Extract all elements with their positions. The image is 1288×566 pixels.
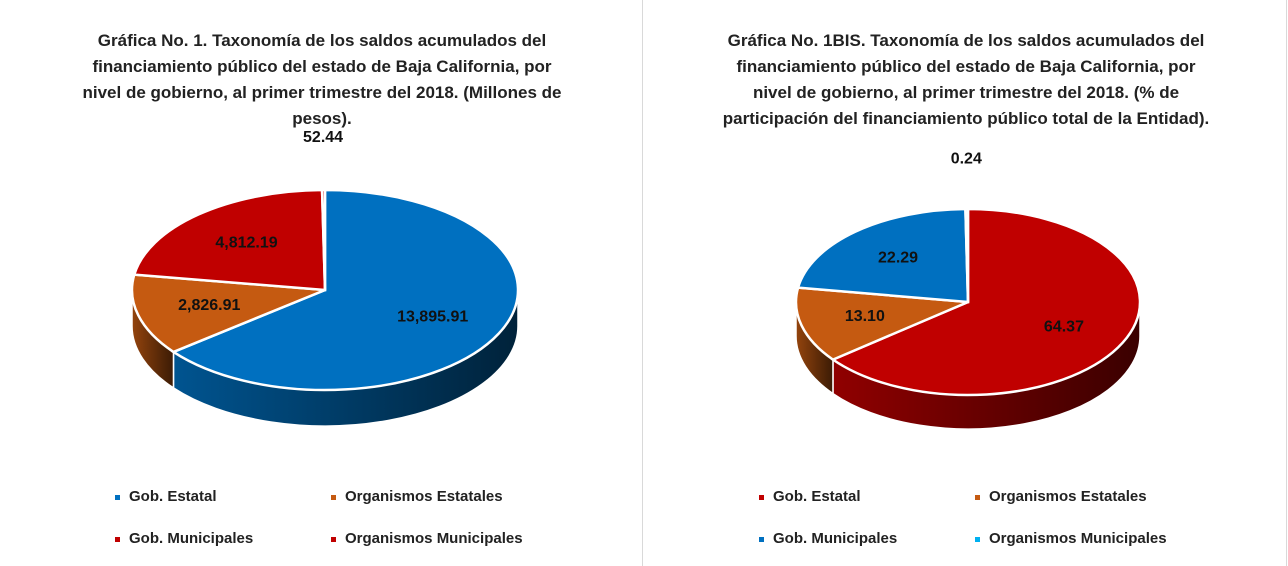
- data-label: 13,895.91: [397, 308, 468, 325]
- chart-panel: Gráfica No. 1BIS. Taxonomía de los saldo…: [644, 0, 1287, 566]
- chart-panel: Gráfica No. 1. Taxonomía de los saldos a…: [0, 0, 643, 566]
- pie-slice: [130, 273, 326, 354]
- legend-swatch: [115, 494, 120, 500]
- legend-label: Gob. Municipales: [129, 530, 254, 547]
- legend-item: Gob. Estatal: [115, 488, 217, 505]
- pie-slice: [320, 188, 327, 291]
- legend-label: Organismos Municipales: [345, 530, 523, 547]
- legend-item: Organismos Estatales: [975, 488, 1147, 505]
- legend-item: Gob. Municipales: [115, 530, 253, 547]
- legend-label: Gob. Estatal: [129, 488, 217, 505]
- legend-item: Organismos Municipales: [331, 530, 523, 547]
- data-label: 22.29: [878, 250, 918, 267]
- legend-label: Gob. Municipales: [773, 530, 898, 547]
- legend-item: Gob. Municipales: [759, 530, 897, 547]
- legend-swatch: [975, 494, 980, 500]
- pie-slice: [132, 188, 327, 292]
- legend-item: Gob. Estatal: [759, 488, 861, 505]
- legend-swatch: [331, 536, 336, 542]
- legend-label: Organismos Municipales: [989, 530, 1167, 547]
- legend-swatch: [331, 494, 336, 500]
- pie-slice: [796, 207, 970, 304]
- pie-slice: [830, 207, 1142, 397]
- pie-chart: 13,895.91 2,826.91 4,812.19 52.44: [130, 129, 520, 427]
- pie-slice: [964, 207, 970, 303]
- data-label: 4,812.19: [215, 234, 277, 251]
- legend-label: Organismos Estatales: [345, 488, 503, 505]
- legend-label: Organismos Estatales: [989, 488, 1147, 505]
- data-label: 2,826.91: [178, 297, 240, 314]
- legend-label: Gob. Estatal: [773, 488, 861, 505]
- pie-slice: [170, 188, 520, 392]
- data-label: 0.24: [951, 150, 982, 167]
- data-label: 13.10: [845, 308, 885, 325]
- legend-item: Organismos Estatales: [331, 488, 503, 505]
- data-label: 64.37: [1044, 318, 1084, 335]
- chart-title: Gráfica No. 1BIS. Taxonomía de los saldo…: [722, 31, 1210, 128]
- chart-title: Gráfica No. 1. Taxonomía de los saldos a…: [82, 31, 562, 128]
- legend-item: Organismos Municipales: [975, 530, 1167, 547]
- legend-swatch: [115, 536, 120, 542]
- pie-chart: 64.37 13.10 22.29 0.24: [794, 150, 1142, 430]
- pie-slice: [794, 286, 969, 362]
- legend-swatch: [759, 536, 764, 542]
- data-label: 52.44: [303, 129, 343, 146]
- legend-swatch: [759, 494, 764, 500]
- legend-swatch: [975, 536, 980, 542]
